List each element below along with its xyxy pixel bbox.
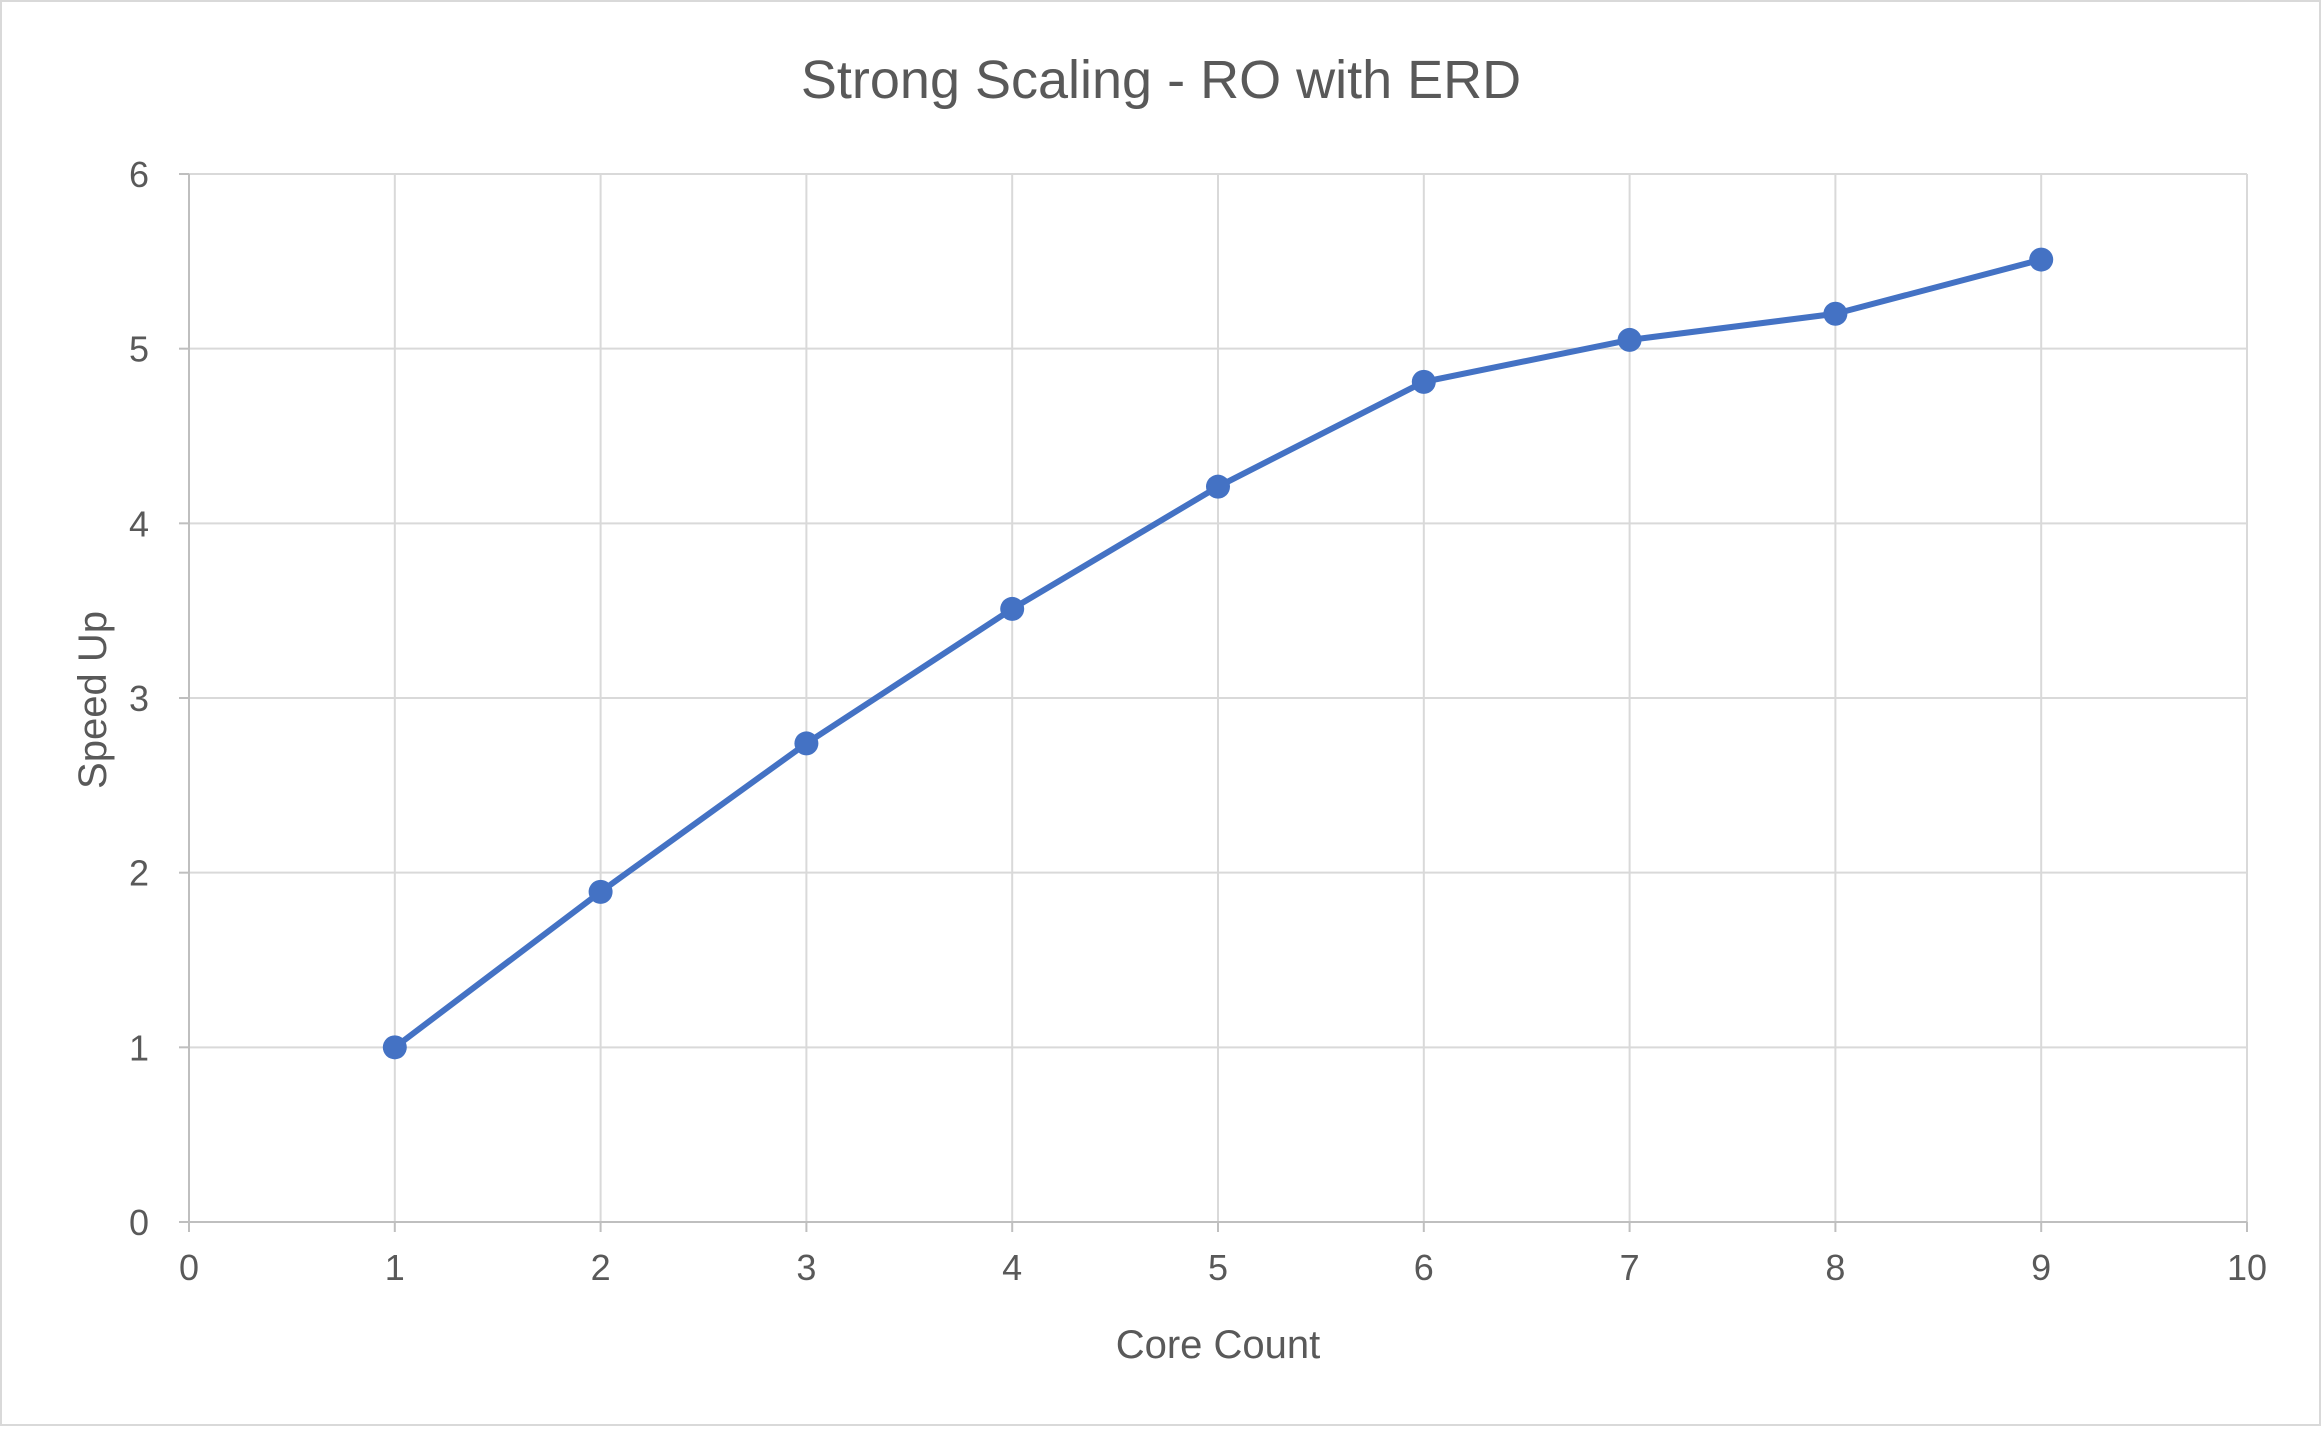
x-tick-label: 3 xyxy=(796,1247,816,1288)
series xyxy=(382,247,2054,1060)
x-tick-label: 6 xyxy=(1414,1247,1434,1288)
x-axis-title: Core Count xyxy=(1116,1323,1321,1367)
tick-labels: 0 1 2 3 4 5 6 7 8 9 10 0 1 2 3 4 5 6 xyxy=(129,154,2267,1288)
y-tick-label: 1 xyxy=(129,1027,149,1068)
x-tick-label: 7 xyxy=(1620,1247,1640,1288)
data-point xyxy=(1823,301,1848,326)
x-tick-label: 5 xyxy=(1208,1247,1228,1288)
data-point xyxy=(794,731,819,756)
x-tick-label: 1 xyxy=(385,1247,405,1288)
y-tick-label: 2 xyxy=(129,853,149,894)
chart-title: Strong Scaling - RO with ERD xyxy=(801,50,1521,110)
y-axis-title: Speed Up xyxy=(71,611,115,789)
x-tick-label: 9 xyxy=(2031,1247,2051,1288)
axes xyxy=(179,173,2248,1232)
y-tick-label: 3 xyxy=(129,678,149,719)
x-tick-label: 0 xyxy=(179,1247,199,1288)
data-point xyxy=(1000,596,1025,621)
x-tick-label: 4 xyxy=(1002,1247,1022,1288)
data-point xyxy=(588,879,613,904)
data-point xyxy=(1206,474,1230,499)
data-point xyxy=(1617,327,1642,352)
x-tick-label: 10 xyxy=(2227,1247,2267,1288)
y-tick-label: 4 xyxy=(129,503,149,544)
gridlines xyxy=(189,173,2248,1222)
x-tick-label: 2 xyxy=(591,1247,611,1288)
data-point xyxy=(2029,247,2054,272)
y-tick-label: 0 xyxy=(129,1202,149,1243)
y-tick-label: 6 xyxy=(129,154,149,195)
data-point xyxy=(1411,369,1436,394)
data-point xyxy=(382,1035,407,1060)
x-tick-label: 8 xyxy=(1825,1247,1845,1288)
y-tick-label: 5 xyxy=(129,329,149,370)
